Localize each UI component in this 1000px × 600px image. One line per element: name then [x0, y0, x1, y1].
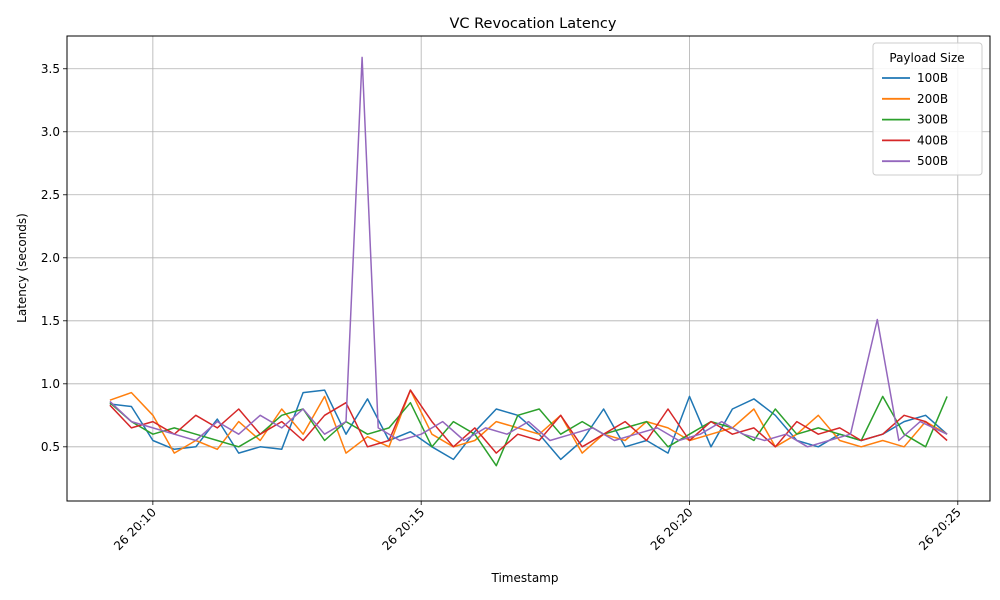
legend-label-400b: 400B [917, 133, 948, 147]
y-tick-label: 1.5 [41, 314, 60, 328]
y-tick-label: 3.0 [41, 125, 60, 139]
y-tick-label: 1.0 [41, 377, 60, 391]
legend-box [872, 42, 983, 176]
legend-label-500b: 500B [917, 154, 948, 168]
legend-label-300b: 300B [917, 113, 948, 127]
series-line-400b [109, 389, 948, 454]
y-tick-label: 2.5 [41, 188, 60, 202]
y-tick-label: 0.5 [41, 440, 60, 454]
legend-title: Payload Size [889, 51, 964, 65]
grid [67, 36, 990, 501]
x-axis-title: Timestamp [491, 571, 559, 585]
legend-label-100b: 100B [917, 71, 948, 85]
legend: Payload Size 100B 200B 300B 400B 500B [872, 42, 983, 176]
series-line-500b [109, 56, 948, 448]
series-line-200b [109, 389, 948, 454]
plot-frame [66, 35, 991, 502]
series-line-100b [109, 389, 948, 461]
series-lines [109, 56, 948, 467]
chart-title: VC Revocation Latency [449, 16, 616, 32]
y-tick-label: 3.5 [41, 62, 60, 76]
y-axis-title: Latency (seconds) [15, 213, 29, 323]
legend-label-200b: 200B [917, 92, 948, 106]
y-axis: 0.5 1.0 1.5 2.0 2.5 3.0 3.5 [41, 62, 67, 454]
y-tick-label: 2.0 [41, 251, 60, 265]
series-line-300b [109, 395, 948, 467]
